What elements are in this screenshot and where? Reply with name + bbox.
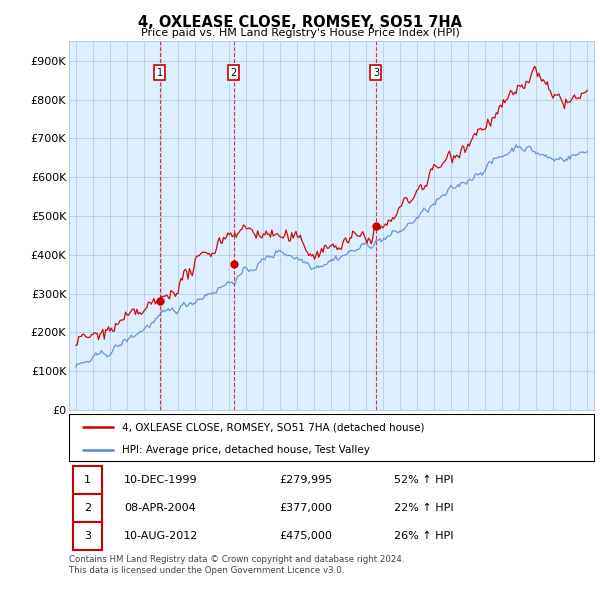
Text: 22% ↑ HPI: 22% ↑ HPI [395,503,454,513]
Text: £279,995: £279,995 [279,475,332,485]
Text: 2: 2 [231,68,237,78]
Text: 08-APR-2004: 08-APR-2004 [124,503,196,513]
Text: 10-DEC-1999: 10-DEC-1999 [124,475,198,485]
Text: 4, OXLEASE CLOSE, ROMSEY, SO51 7HA: 4, OXLEASE CLOSE, ROMSEY, SO51 7HA [138,15,462,30]
FancyBboxPatch shape [73,494,102,522]
FancyBboxPatch shape [73,522,102,550]
Text: 10-AUG-2012: 10-AUG-2012 [124,531,199,541]
Text: £377,000: £377,000 [279,503,332,513]
Text: HPI: Average price, detached house, Test Valley: HPI: Average price, detached house, Test… [121,445,370,454]
Text: 4, OXLEASE CLOSE, ROMSEY, SO51 7HA (detached house): 4, OXLEASE CLOSE, ROMSEY, SO51 7HA (deta… [121,422,424,432]
Text: 1: 1 [157,68,163,78]
Text: 2: 2 [84,503,91,513]
Text: 3: 3 [373,68,379,78]
Text: This data is licensed under the Open Government Licence v3.0.: This data is licensed under the Open Gov… [69,566,344,575]
Text: Contains HM Land Registry data © Crown copyright and database right 2024.: Contains HM Land Registry data © Crown c… [69,555,404,563]
Text: 52% ↑ HPI: 52% ↑ HPI [395,475,454,485]
Text: £475,000: £475,000 [279,531,332,541]
Text: 26% ↑ HPI: 26% ↑ HPI [395,531,454,541]
Text: 3: 3 [84,531,91,541]
FancyBboxPatch shape [73,466,102,494]
Text: 1: 1 [84,475,91,485]
Text: Price paid vs. HM Land Registry's House Price Index (HPI): Price paid vs. HM Land Registry's House … [140,28,460,38]
